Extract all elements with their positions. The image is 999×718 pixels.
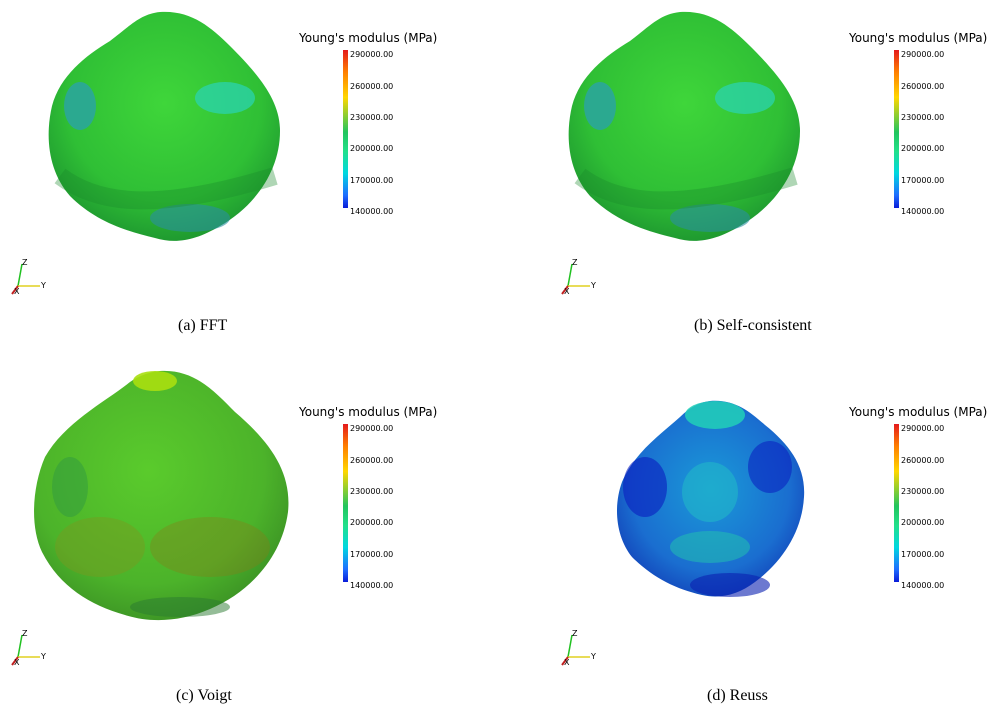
orientation-axes: Z Y X — [561, 258, 596, 296]
modulus-surface-voigt — [34, 370, 289, 621]
panel-reuss: Young's modulus (MPa) 290000.00 260000.0… — [500, 359, 999, 718]
colorbar-gradient — [343, 424, 348, 582]
colorbar-title: Young's modulus (MPa) — [299, 405, 438, 419]
colorbar-tick: 290000.00 — [901, 50, 945, 59]
axis-y-label: Y — [590, 281, 596, 290]
orientation-axes: Z Y X — [561, 629, 596, 667]
colorbar-tick: 140000.00 — [350, 207, 394, 216]
colorbar-title: Young's modulus (MPa) — [849, 405, 988, 419]
colorbar-tick: 290000.00 — [350, 50, 394, 59]
colorbar-tick: 140000.00 — [901, 207, 945, 216]
caption-fft: (a) FFT — [178, 317, 228, 334]
axis-x-label: X — [14, 658, 20, 667]
axis-x-label: X — [14, 287, 20, 296]
colorbar-gradient — [894, 424, 899, 582]
axis-z-label: Z — [572, 629, 578, 638]
colorbar-tick: 230000.00 — [350, 487, 394, 496]
axis-y-label: Y — [40, 281, 46, 290]
modulus-surface-self-consistent — [568, 11, 800, 241]
colorbar-tick: 230000.00 — [901, 113, 945, 122]
colorbar-tick: 200000.00 — [901, 144, 945, 153]
axis-y-label: Y — [590, 652, 596, 661]
panel-voigt: Young's modulus (MPa) 290000.00 260000.0… — [0, 359, 499, 718]
modulus-surface-reuss — [616, 400, 805, 597]
panel-self-consistent: Young's modulus (MPa) 290000.00 260000.0… — [500, 0, 999, 359]
colorbar-tick: 290000.00 — [901, 424, 945, 433]
colorbar-tick: 200000.00 — [901, 518, 945, 527]
axis-z-label: Z — [22, 258, 28, 267]
colorbar-tick: 170000.00 — [901, 176, 945, 185]
caption-voigt: (c) Voigt — [176, 687, 232, 704]
axis-z-label: Z — [572, 258, 578, 267]
colorbar-tick: 230000.00 — [350, 113, 394, 122]
colorbar-tick: 230000.00 — [901, 487, 945, 496]
axis-x-label: X — [564, 287, 570, 296]
colorbar-title: Young's modulus (MPa) — [849, 31, 988, 45]
colorbar-title: Young's modulus (MPa) — [299, 31, 438, 45]
colorbar-tick: 200000.00 — [350, 518, 394, 527]
panel-fft: Young's modulus (MPa) 290000.00 260000.0… — [0, 0, 499, 359]
colorbar-tick: 290000.00 — [350, 424, 394, 433]
colorbar-tick: 260000.00 — [901, 82, 945, 91]
colorbar-gradient — [894, 50, 899, 208]
axis-x-label: X — [564, 658, 570, 667]
modulus-surface-fft — [48, 11, 281, 241]
orientation-axes: Z Y X — [11, 629, 46, 667]
orientation-axes: Z Y X — [11, 258, 46, 296]
axis-z-label: Z — [22, 629, 28, 638]
colorbar-tick: 170000.00 — [350, 550, 394, 559]
colorbar-gradient — [343, 50, 348, 208]
colorbar-tick: 260000.00 — [901, 456, 945, 465]
colorbar-tick: 140000.00 — [901, 581, 945, 590]
colorbar-tick: 260000.00 — [350, 456, 394, 465]
colorbar-tick: 170000.00 — [901, 550, 945, 559]
colorbar-tick: 260000.00 — [350, 82, 394, 91]
axis-y-label: Y — [40, 652, 46, 661]
colorbar-tick: 140000.00 — [350, 581, 394, 590]
colorbar-tick: 170000.00 — [350, 176, 394, 185]
colorbar-tick: 200000.00 — [350, 144, 394, 153]
caption-reuss: (d) Reuss — [707, 687, 768, 704]
caption-self-consistent: (b) Self-consistent — [694, 317, 812, 334]
